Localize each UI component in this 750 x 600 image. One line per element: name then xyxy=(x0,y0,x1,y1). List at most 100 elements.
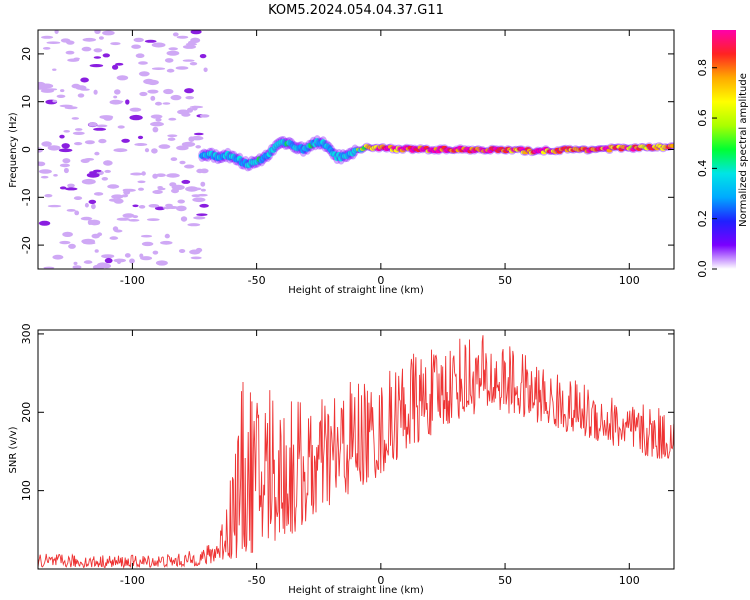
noise-speckle xyxy=(103,115,113,121)
x-tick-label: 50 xyxy=(498,574,512,587)
noise-speckle xyxy=(116,75,129,81)
noise-speckle xyxy=(102,53,111,58)
noise-speckle xyxy=(80,216,93,221)
noise-speckle xyxy=(165,203,173,207)
snr-ylabel: SNR (v/v) xyxy=(8,426,19,473)
noise-speckle xyxy=(152,190,163,194)
noise-speckle xyxy=(109,236,119,240)
noise-speckle xyxy=(141,171,146,176)
noise-speckle xyxy=(53,174,58,177)
noise-speckle xyxy=(40,175,49,179)
noise-speckle xyxy=(180,216,188,222)
y-tick-label: -10 xyxy=(20,188,33,206)
noise-speckle xyxy=(129,107,142,112)
noise-speckle xyxy=(42,47,51,50)
noise-speckle xyxy=(96,124,108,128)
ridge-cell xyxy=(423,146,430,150)
noise-speckle xyxy=(181,179,191,184)
noise-speckle xyxy=(160,240,173,245)
x-tick-label: 50 xyxy=(498,274,512,287)
y-tick-label: 100 xyxy=(20,480,33,501)
noise-speckle xyxy=(151,42,166,48)
noise-speckle xyxy=(96,262,109,268)
noise-speckle xyxy=(140,256,153,261)
noise-speckle xyxy=(166,68,175,73)
noise-speckle xyxy=(38,85,47,90)
noise-speckle xyxy=(84,140,95,145)
snr-series xyxy=(38,335,674,569)
noise-speckle xyxy=(102,30,115,36)
noise-speckle xyxy=(187,223,201,227)
y-tick-label: 10 xyxy=(20,95,33,109)
noise-speckle xyxy=(88,199,97,204)
noise-speckle xyxy=(137,135,144,140)
noise-speckle xyxy=(137,180,146,184)
noise-speckle xyxy=(59,186,67,190)
noise-speckle xyxy=(129,114,143,121)
noise-speckle xyxy=(121,138,130,143)
noise-speckle xyxy=(64,106,78,110)
snr-xlabel: Height of straight line (km) xyxy=(288,585,424,596)
noise-speckle xyxy=(103,160,113,166)
chart-title: KOM5.2024.054.04.37.G11 xyxy=(268,3,444,18)
noise-speckle xyxy=(170,94,182,101)
noise-speckle xyxy=(193,132,204,136)
noise-speckle xyxy=(54,30,59,34)
noise-speckle xyxy=(110,42,121,46)
noise-speckle xyxy=(133,37,144,43)
colorbar-ticks: 0.0 0.2 0.4 0.6 0.8 xyxy=(696,59,717,278)
noise-speckle xyxy=(62,158,71,164)
noise-speckle xyxy=(52,254,64,260)
noise-speckle xyxy=(93,56,102,59)
noise-speckle xyxy=(40,89,55,93)
noise-speckle xyxy=(196,168,204,174)
noise-speckle xyxy=(58,148,73,153)
x-tick-label: -100 xyxy=(120,574,145,587)
noise-speckle xyxy=(87,219,92,225)
noise-speckle xyxy=(94,249,99,253)
noise-speckle xyxy=(146,79,159,86)
noise-speckle xyxy=(38,169,52,174)
noise-speckle xyxy=(104,169,111,173)
noise-speckle xyxy=(190,136,204,141)
noise-speckle xyxy=(111,194,124,199)
noise-speckle xyxy=(132,204,139,208)
noise-speckle xyxy=(113,95,118,99)
noise-speckle xyxy=(74,210,80,216)
noise-speckle xyxy=(56,94,66,99)
noise-speckle xyxy=(73,196,83,201)
noise-speckle xyxy=(192,187,202,191)
noise-speckle xyxy=(80,158,90,163)
noise-speckle xyxy=(135,53,145,58)
noise-speckle xyxy=(80,77,89,83)
noise-speckle xyxy=(199,114,210,118)
y-tick-label: 300 xyxy=(20,323,33,344)
ridge-cell xyxy=(606,148,613,153)
noise-speckle xyxy=(68,243,76,249)
noise-speckle xyxy=(112,64,119,70)
noise-speckle xyxy=(63,167,69,174)
noise-speckle xyxy=(203,67,208,73)
noise-speckle xyxy=(155,117,162,122)
noise-speckle xyxy=(46,41,61,44)
noise-speckle xyxy=(66,40,75,45)
noise-speckle xyxy=(63,130,70,133)
noise-speckle xyxy=(189,62,198,66)
noise-speckle xyxy=(47,145,61,151)
noise-speckle xyxy=(98,138,107,144)
spectrogram-cells xyxy=(38,30,674,269)
noise-speckle xyxy=(121,194,129,198)
snr-ticks: -100 -50 0 50 100 100 200 300 xyxy=(20,323,674,587)
noise-speckle xyxy=(185,186,199,192)
noise-speckle xyxy=(113,148,128,153)
noise-speckle xyxy=(138,187,144,191)
noise-speckle xyxy=(123,188,136,192)
noise-speckle xyxy=(144,148,150,153)
noise-speckle xyxy=(98,36,104,40)
noise-speckle xyxy=(41,35,54,39)
noise-speckle xyxy=(74,142,83,146)
noise-speckle xyxy=(172,32,179,37)
noise-speckle xyxy=(184,88,194,94)
noise-speckle xyxy=(182,44,197,49)
